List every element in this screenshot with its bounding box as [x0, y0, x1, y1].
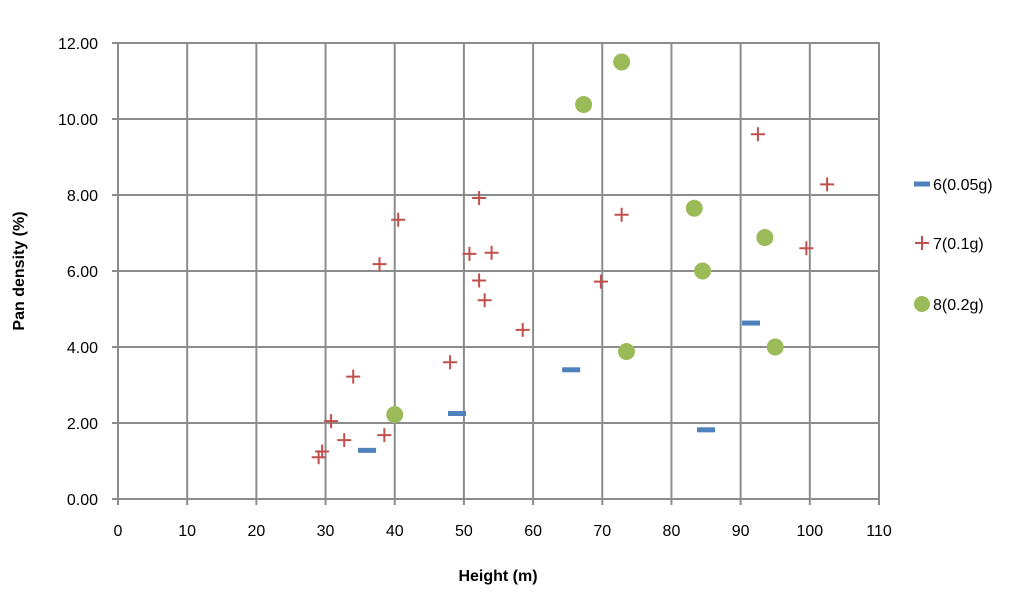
series-6-point: [742, 320, 761, 326]
series-7-point: [311, 450, 326, 465]
series-7-point: [477, 293, 492, 308]
y-tick-label: 2.00: [67, 416, 98, 433]
x-tick-label: 50: [455, 523, 473, 540]
series-8-point: [694, 262, 712, 280]
legend-label: 8(0.2g): [933, 297, 984, 314]
series-7-point: [472, 191, 487, 206]
x-tick-label: 90: [732, 523, 750, 540]
series-8-point: [766, 338, 784, 356]
x-tick-label: 30: [317, 523, 335, 540]
x-axis-ticks: 0 10 20 30 40 50 60 70 80 90 100 110: [114, 523, 892, 540]
series-8-point: [685, 199, 703, 217]
x-tick-label: 80: [663, 523, 681, 540]
y-axis-ticks: 0.00 2.00 4.00 6.00 8.00 10.00 12.00: [58, 36, 98, 509]
y-tick-label: 8.00: [67, 188, 98, 205]
y-tick-label: 12.00: [58, 36, 98, 53]
series-8-point: [575, 96, 593, 114]
series-7-point: [372, 257, 387, 272]
series-7-point: [324, 414, 339, 429]
series-7-point: [472, 273, 487, 288]
series-7-point: [377, 428, 392, 443]
series-8-point: [613, 53, 631, 71]
legend-swatch: [914, 296, 930, 312]
series-7-point: [820, 177, 835, 192]
y-tick-label: 4.00: [67, 340, 98, 357]
series-7-point: [593, 274, 608, 289]
series-8-point: [756, 229, 774, 247]
series-7-point: [614, 207, 629, 222]
legend-swatch: [914, 181, 930, 187]
series-7-point: [462, 246, 477, 261]
x-axis-title: Height (m): [458, 568, 537, 585]
series-7-point: [515, 322, 530, 337]
y-tick-label: 10.00: [58, 112, 98, 129]
legend-label: 6(0.05g): [933, 177, 993, 194]
series-7-point: [315, 444, 330, 459]
legend-swatch: [915, 236, 929, 250]
x-tick-label: 40: [386, 523, 404, 540]
legend-item: 7(0.1g): [915, 236, 984, 253]
legend: 6(0.05g) 7(0.1g) 8(0.2g): [914, 177, 993, 314]
legend-label: 7(0.1g): [933, 236, 984, 253]
legend-item: 6(0.05g): [914, 177, 993, 194]
x-tick-label: 100: [796, 523, 823, 540]
grid: [112, 42, 880, 505]
series-6-point: [697, 427, 716, 433]
x-tick-label: 10: [178, 523, 196, 540]
x-tick-label: 70: [593, 523, 611, 540]
y-axis-title: Pan density (%): [11, 211, 28, 330]
x-tick-label: 0: [114, 523, 123, 540]
y-tick-label: 6.00: [67, 264, 98, 281]
series-7-point: [750, 127, 765, 142]
series-7-point: [391, 212, 406, 227]
legend-item: 8(0.2g): [914, 296, 984, 314]
data-points: [311, 53, 835, 465]
y-tick-label: 0.00: [67, 492, 98, 509]
series-7-point: [346, 369, 361, 384]
series-8-point: [386, 406, 404, 424]
x-tick-label: 20: [247, 523, 265, 540]
series-6-point: [447, 411, 466, 416]
series-7-point: [337, 433, 352, 448]
series-6-point: [562, 367, 581, 373]
series-7-point: [484, 245, 499, 260]
x-tick-label: 60: [524, 523, 542, 540]
plot-area: [117, 42, 880, 500]
series-6-point: [358, 447, 377, 453]
x-tick-label: 110: [866, 523, 892, 540]
series-8-point: [617, 343, 635, 361]
series-7-point: [799, 241, 814, 256]
series-7-point: [443, 355, 458, 370]
